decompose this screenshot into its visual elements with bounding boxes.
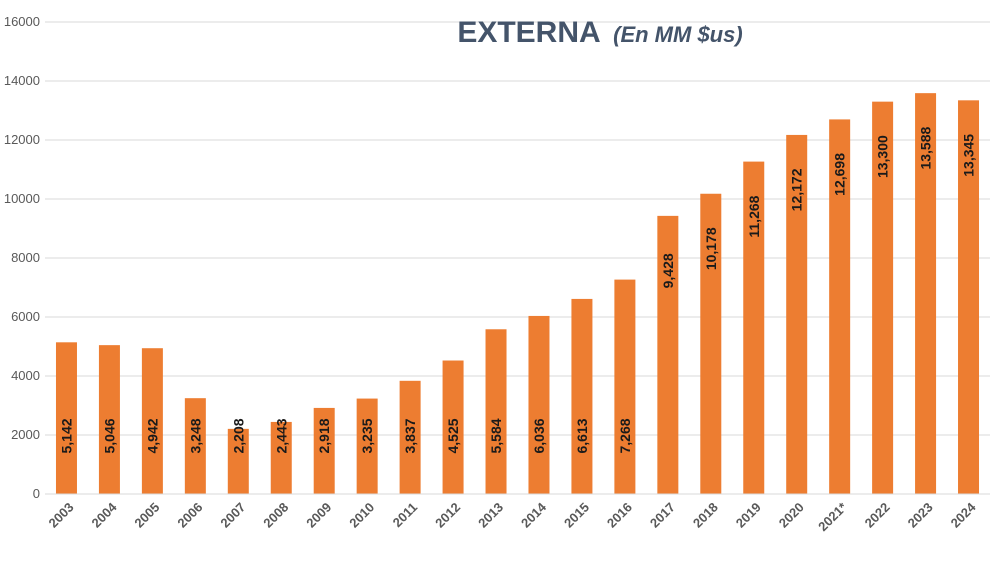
x-tick-label: 2024 <box>948 499 980 531</box>
bar <box>485 329 507 494</box>
bar <box>958 100 980 494</box>
bar-value-label: 13,345 <box>961 134 977 177</box>
bar-value-label: 6,613 <box>574 418 590 453</box>
y-tick-label: 0 <box>33 486 40 501</box>
y-tick-label: 14000 <box>4 73 40 88</box>
x-tick-label: 2020 <box>776 500 807 531</box>
bar-value-label: 3,248 <box>187 418 203 453</box>
bar <box>743 161 765 494</box>
gridlines <box>45 21 990 436</box>
bar <box>356 398 378 494</box>
y-tick-label: 12000 <box>4 132 40 147</box>
x-tick-label: 2017 <box>647 500 678 531</box>
bar <box>270 421 292 494</box>
x-tick-label: 2004 <box>88 499 120 531</box>
x-axis-ticks: 2003 2004 2005 2006 2007 2008 2009 2010 2011 2012… <box>46 499 980 534</box>
chart-subtitle: (En MM $us) <box>613 22 743 47</box>
y-tick-label: 16000 <box>4 14 40 29</box>
x-tick-label: 2008 <box>260 500 291 531</box>
bar <box>915 93 937 495</box>
x-tick-label: 2016 <box>604 500 635 531</box>
x-tick-label: 2006 <box>174 500 205 531</box>
y-tick-label: 8000 <box>11 250 40 265</box>
y-tick-label: 4000 <box>11 368 40 383</box>
y-tick-label: 10000 <box>4 191 40 206</box>
x-tick-label: 2005 <box>131 500 162 531</box>
bar <box>786 134 808 494</box>
x-tick-label: 2021* <box>815 499 850 534</box>
bar <box>872 101 894 495</box>
chart-title: EXTERNA (En MM $us) <box>457 16 742 49</box>
chart-title-main: EXTERNA <box>457 16 600 49</box>
bar-value-label: 6,036 <box>531 418 547 453</box>
bar <box>442 360 464 494</box>
bar <box>141 348 163 494</box>
bar <box>98 345 120 494</box>
y-tick-label: 6000 <box>11 309 40 324</box>
x-tick-label: 2007 <box>217 500 248 531</box>
x-tick-label: 2015 <box>561 500 592 531</box>
bar <box>399 380 421 494</box>
bar-value-label: 7,268 <box>617 418 633 453</box>
bar-value-label: 13,588 <box>918 127 934 170</box>
x-tick-label: 2010 <box>346 500 377 531</box>
bar-value-label: 10,178 <box>703 227 719 270</box>
bar <box>55 342 77 494</box>
bar-value-label: 5,046 <box>101 418 117 453</box>
bar <box>571 298 593 494</box>
x-tick-label: 2011 <box>390 500 421 531</box>
x-tick-label: 2003 <box>46 500 77 531</box>
x-tick-label: 2013 <box>475 500 506 531</box>
bar-value-label: 5,142 <box>58 418 74 453</box>
x-tick-label: 2014 <box>518 499 550 531</box>
bar-value-label: 11,268 <box>746 195 762 237</box>
bar <box>184 398 206 494</box>
bar-value-label: 4,942 <box>144 418 160 453</box>
y-axis-ticks: 0 2000 4000 6000 8000 10000 12000 14000 16000 <box>4 14 40 501</box>
bar-value-label: 13,300 <box>875 135 891 178</box>
bar-value-label: 12,172 <box>789 168 805 211</box>
data-labels: 5,142 5,046 4,942 3,248 2,208 2,443 2,918 3,235… <box>58 127 976 454</box>
x-tick-label: 2012 <box>432 500 463 531</box>
bar <box>227 428 249 494</box>
bar-value-label: 9,428 <box>660 253 676 288</box>
bar <box>700 193 722 494</box>
bar-value-label: 2,208 <box>230 418 246 453</box>
x-tick-label: 2023 <box>905 500 936 531</box>
bar <box>829 119 851 494</box>
bar <box>528 315 550 494</box>
bar <box>614 279 636 494</box>
bar-value-label: 2,443 <box>273 418 289 453</box>
bar <box>313 407 335 494</box>
bar <box>657 215 679 494</box>
bars <box>55 93 980 495</box>
x-tick-label: 2022 <box>862 500 893 531</box>
x-tick-label: 2019 <box>733 500 764 531</box>
bar-value-label: 3,235 <box>359 418 375 453</box>
bar-value-label: 3,837 <box>402 418 418 453</box>
bar-value-label: 5,584 <box>488 418 504 453</box>
bar-value-label: 2,918 <box>316 418 332 453</box>
x-tick-label: 2018 <box>690 500 721 531</box>
bar-value-label: 12,698 <box>832 153 848 196</box>
x-tick-label: 2009 <box>303 500 334 531</box>
bar-value-label: 4,525 <box>445 418 461 453</box>
y-tick-label: 2000 <box>11 427 40 442</box>
